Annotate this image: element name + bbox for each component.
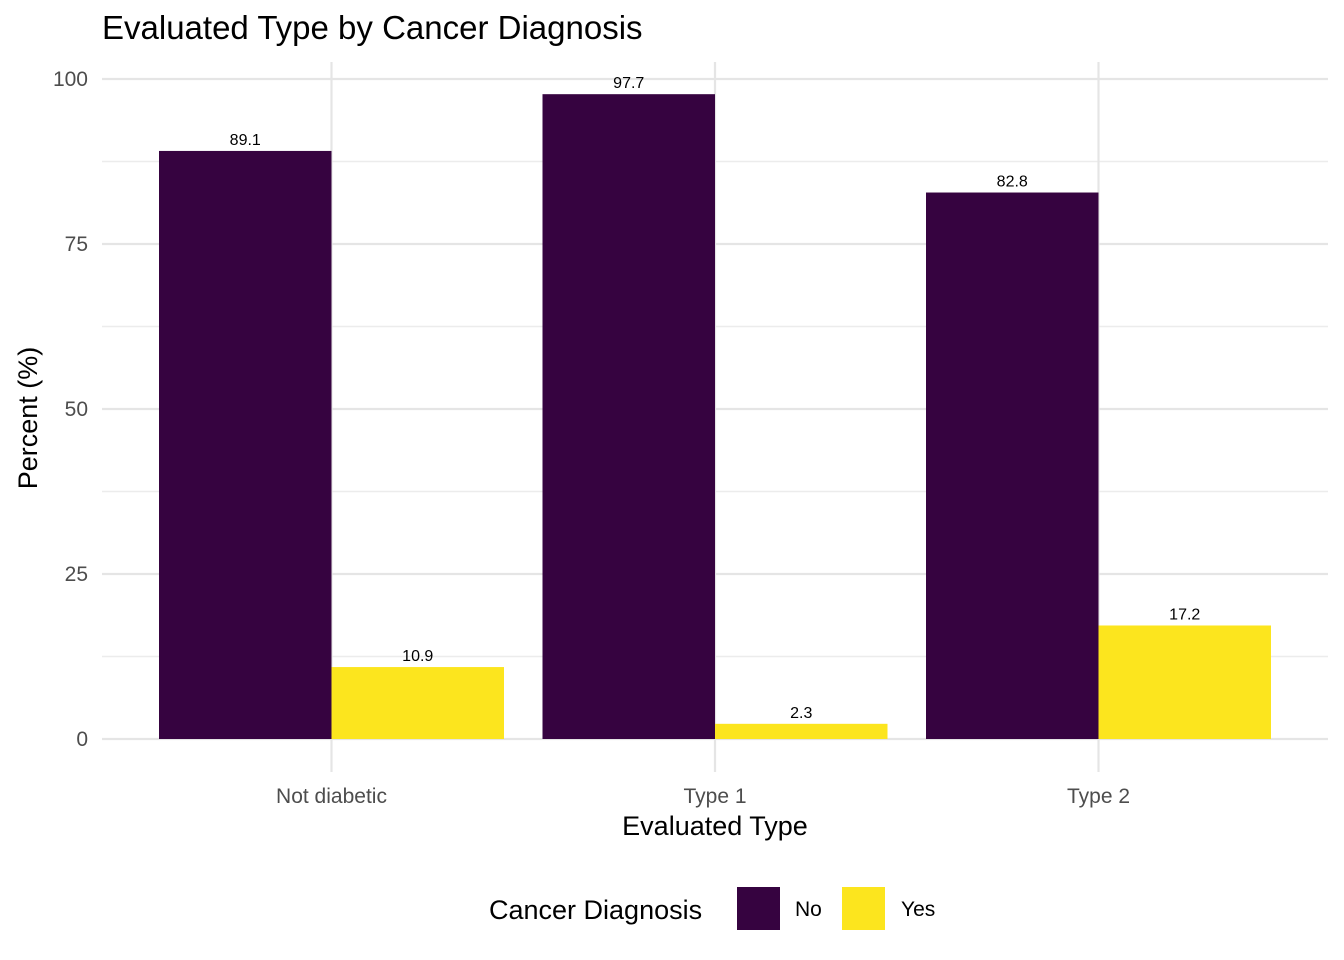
bar-value-label: 82.8 — [997, 174, 1028, 191]
chart-title: Evaluated Type by Cancer Diagnosis — [102, 9, 643, 46]
bar-no-2 — [926, 192, 1099, 739]
x-tick-label: Not diabetic — [276, 785, 387, 808]
legend: Cancer Diagnosis No Yes — [489, 887, 935, 930]
bars — [159, 94, 1271, 740]
y-tick-label: 25 — [65, 563, 88, 586]
y-tick-label: 50 — [65, 398, 88, 421]
bar-value-label: 97.7 — [613, 75, 644, 92]
bar-yes-2 — [1098, 625, 1271, 739]
x-axis-tick-labels: Not diabetic Type 1 Type 2 — [276, 785, 1130, 808]
bar-yes-1 — [715, 723, 888, 739]
y-axis-tick-labels: 0 25 50 75 100 — [53, 68, 88, 751]
x-tick-label: Type 1 — [683, 785, 746, 808]
y-tick-label: 0 — [76, 728, 88, 751]
legend-label-no: No — [795, 898, 822, 921]
bar-no-1 — [542, 94, 715, 740]
legend-title: Cancer Diagnosis — [489, 895, 702, 925]
bar-yes-0 — [331, 667, 504, 739]
bar-value-label: 17.2 — [1169, 606, 1200, 623]
bar-value-labels: 89.1 10.9 97.7 2.3 82.8 17.2 — [230, 75, 1201, 722]
bar-no-0 — [159, 150, 332, 739]
legend-key-no — [737, 887, 780, 930]
x-tick-label: Type 2 — [1067, 785, 1130, 808]
legend-label-yes: Yes — [901, 898, 935, 921]
y-tick-label: 100 — [53, 68, 88, 91]
y-tick-label: 75 — [65, 233, 88, 256]
bar-value-label: 10.9 — [402, 648, 433, 665]
bar-value-label: 2.3 — [790, 705, 812, 722]
legend-key-yes — [842, 887, 885, 930]
bar-value-label: 89.1 — [230, 132, 261, 149]
x-axis-title: Evaluated Type — [622, 811, 808, 841]
y-axis-title: Percent (%) — [13, 347, 43, 490]
